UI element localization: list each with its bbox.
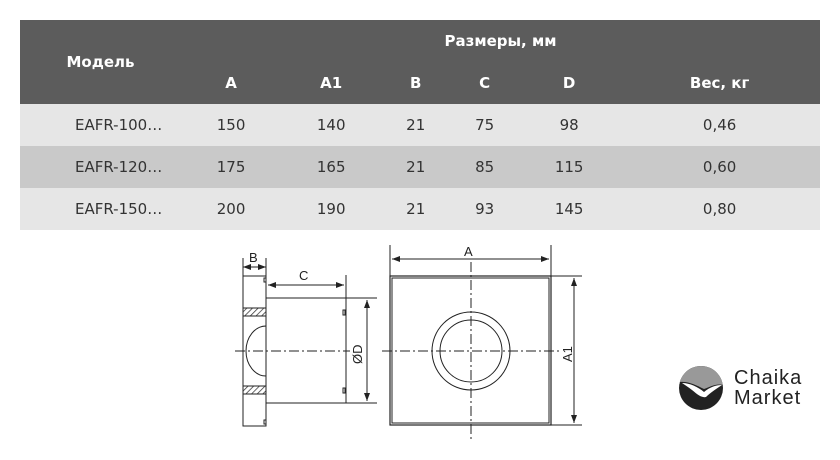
label-d: ØD [350,345,365,365]
label-c: C [299,268,308,283]
side-view: B C ØD [235,250,377,427]
col-a1: A1 [281,62,382,104]
cell: 165 [281,146,382,188]
cell: 140 [281,104,382,146]
logo-line1: Chaika [734,367,803,389]
cell: 75 [450,104,520,146]
table-row: EAFR-150… 200 190 21 93 145 0,80 [20,188,820,230]
chaika-market-logo: Chaika Market [678,365,802,411]
cell: 93 [450,188,520,230]
cell: 190 [281,188,382,230]
cell: 200 [181,188,282,230]
dimensions-table: Модель Размеры, мм A A1 B C D Вес, кг EA… [20,20,820,230]
model-header: Модель [20,20,181,104]
logo-line2: Market [734,387,802,409]
cell: 21 [381,188,451,230]
cell: 115 [519,146,620,188]
label-a1: A1 [560,346,575,362]
model-cell: EAFR-150… [20,188,181,230]
col-c: C [450,62,520,104]
col-b: B [381,62,451,104]
cell: 0,46 [619,104,820,146]
model-cell: EAFR-120… [20,146,181,188]
cell: 0,60 [619,146,820,188]
cell: 85 [450,146,520,188]
label-a: A [464,244,473,259]
cell: 145 [519,188,620,230]
model-cell: EAFR-100… [20,104,181,146]
cell: 98 [519,104,620,146]
seagull-icon [679,366,723,410]
table-row: EAFR-100… 150 140 21 75 98 0,46 [20,104,820,146]
col-a: A [181,62,282,104]
cell: 175 [181,146,282,188]
table-row: EAFR-120… 175 165 21 85 115 0,60 [20,146,820,188]
sizes-header: Размеры, мм [181,20,820,62]
col-weight: Вес, кг [619,62,820,104]
cell: 150 [181,104,282,146]
label-b: B [249,250,258,265]
front-view: A A1 [382,244,582,440]
cell: 21 [381,104,451,146]
cell: 21 [381,146,451,188]
col-d: D [519,62,620,104]
cell: 0,80 [619,188,820,230]
